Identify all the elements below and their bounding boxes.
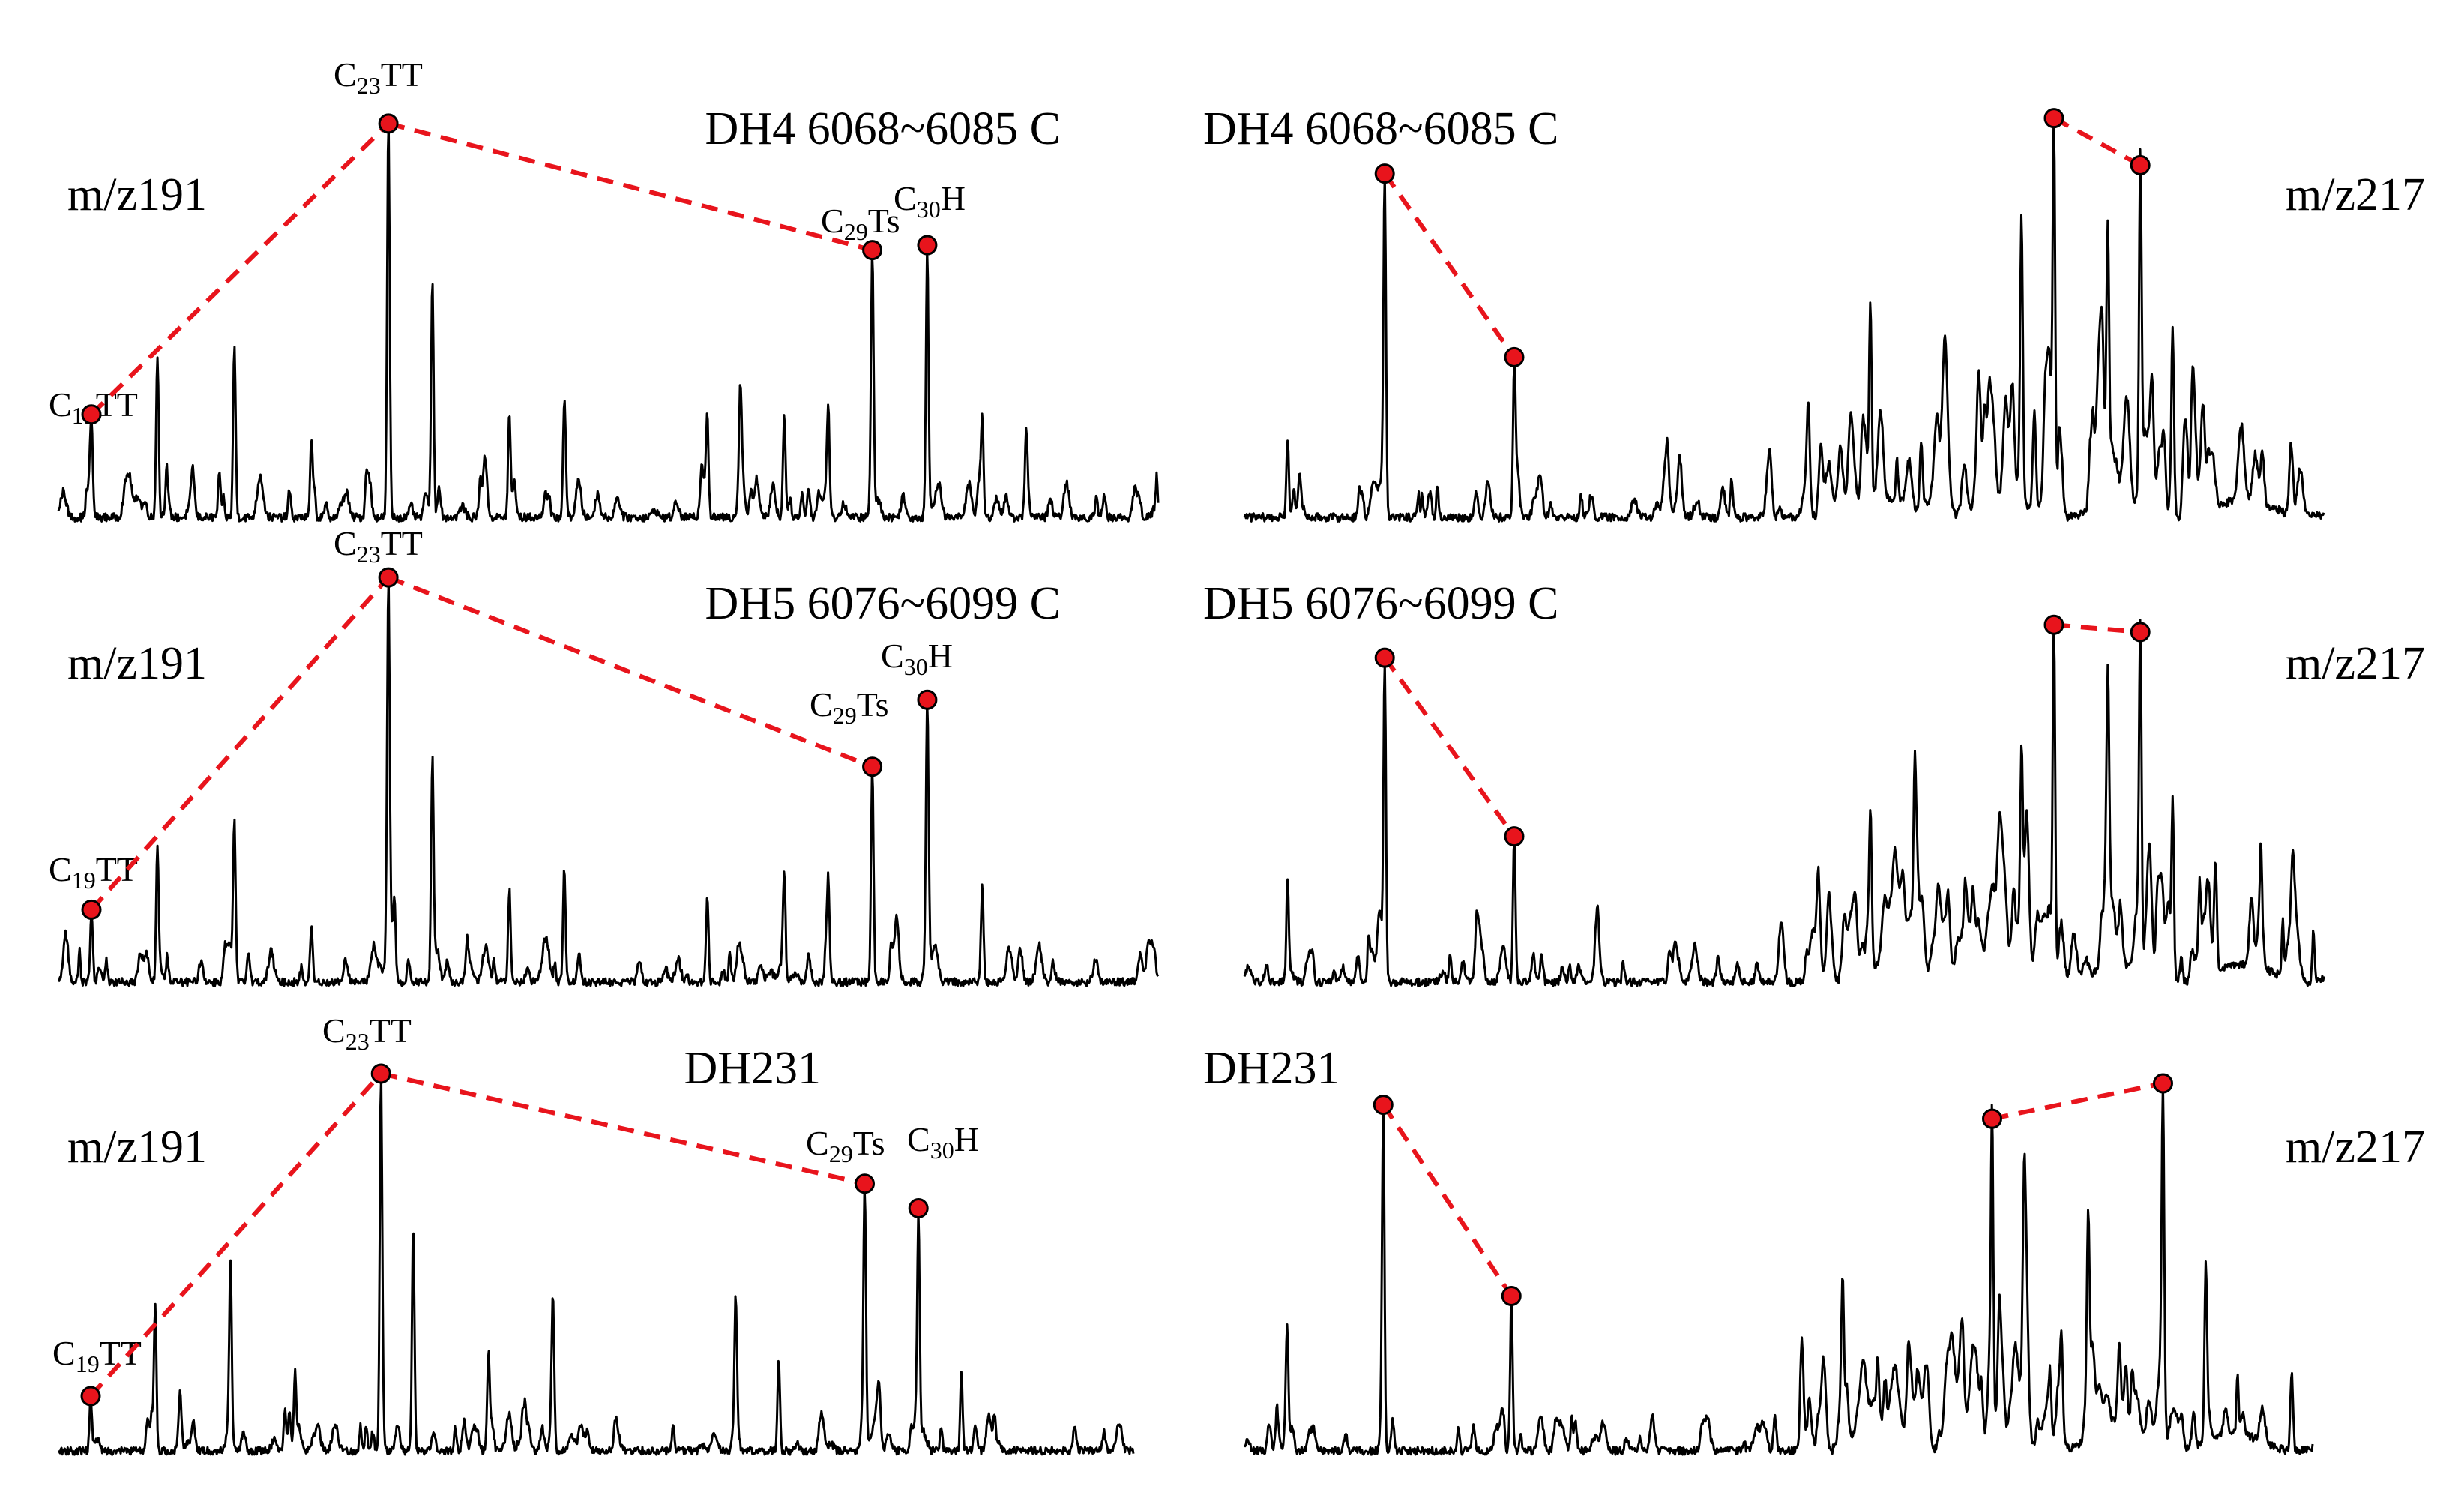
peak-markers [81, 113, 938, 425]
chromatogram-trace [57, 122, 1160, 523]
peak-marker-peak-1 [1501, 1286, 1522, 1307]
trace-line [1243, 619, 2325, 987]
peak-link-dashed [88, 1071, 383, 1398]
peak-marker-peak-0 [1374, 163, 1395, 184]
peak-marker-c23tt [378, 113, 399, 134]
peak-label-c29ts: C29Ts [806, 1124, 885, 1167]
peak-marker-peak-0 [1373, 1095, 1394, 1116]
peak-label-c30h: C30H [881, 637, 953, 680]
peak-marker-peak-3 [2130, 154, 2151, 175]
peak-marker-peak-1 [1504, 826, 1525, 847]
peak-label-c23tt: C23TT [334, 55, 423, 99]
panel-title: DH231 [1203, 1043, 1340, 1094]
peak-marker-c30h [908, 1197, 929, 1218]
peak-links [89, 121, 873, 416]
peak-markers [1374, 108, 2151, 367]
panel-dh4-mz217: DH4 6068~6085 C m/z217 [1203, 103, 2425, 523]
peak-link-dashed [89, 576, 391, 912]
peak-link-dashed [1991, 1081, 2164, 1122]
peak-marker-peak-3 [2130, 622, 2151, 643]
peak-link-dashed [1382, 172, 1516, 359]
peak-label-c23tt: C23TT [334, 524, 423, 568]
peak-marker-c19tt [81, 404, 102, 425]
peak-link-dashed [1382, 656, 1516, 838]
ion-label: m/z217 [2286, 638, 2425, 689]
ion-label: m/z217 [2286, 169, 2425, 220]
peak-link-dashed [1381, 1103, 1513, 1298]
peak-marker-peak-0 [1374, 647, 1395, 668]
peak-label-c30h: C30H [894, 179, 966, 223]
peak-links [1382, 116, 2142, 359]
chromatogram-trace [1243, 1081, 2314, 1456]
ion-label: m/z191 [67, 638, 207, 689]
peak-marker-c29ts [862, 240, 883, 261]
peak-link-dashed [380, 1071, 866, 1186]
peak-label-c30h: C30H [907, 1120, 979, 1164]
panel-title: DH4 6068~6085 C [705, 103, 1061, 154]
panel-title: DH4 6068~6085 C [1203, 103, 1558, 154]
peak-marker-peak-1 [1504, 346, 1525, 367]
trace-line [1243, 115, 2325, 523]
peak-marker-c23tt [370, 1063, 391, 1084]
chromatogram-trace [1243, 115, 2325, 523]
peak-links [89, 575, 873, 912]
peak-label-c23tt: C23TT [322, 1011, 412, 1055]
peak-marker-c19tt [80, 1386, 101, 1407]
peak-links [1381, 1081, 2164, 1298]
ion-label: m/z217 [2286, 1122, 2425, 1173]
chromatogram-trace [58, 1075, 1135, 1456]
peak-link-dashed [388, 575, 873, 769]
trace-line [57, 122, 1160, 523]
chromatogram-trace [58, 577, 1160, 987]
peak-label-c29ts: C29Ts [810, 685, 888, 729]
trace-line [58, 1075, 1135, 1456]
peak-marker-c29ts [855, 1173, 875, 1194]
panel-dh4-mz191: DH4 6068~6085 C m/z191 C19TT C23TT C29Ts… [49, 55, 1160, 523]
panel-title: DH5 6076~6099 C [705, 578, 1061, 629]
peak-links [88, 1071, 866, 1398]
peak-marker-c29ts [862, 756, 883, 777]
peak-markers [81, 567, 938, 920]
trace-line [1243, 1081, 2314, 1456]
trace-line [58, 577, 1160, 987]
panel-title: DH5 6076~6099 C [1203, 578, 1558, 629]
panel-dh5-mz217: DH5 6076~6099 C m/z217 [1203, 578, 2425, 987]
peak-link-dashed [89, 121, 391, 416]
peak-marker-peak-2 [1982, 1108, 2002, 1129]
chromatogram-trace [1243, 619, 2325, 987]
peak-link-dashed [2053, 622, 2141, 634]
ion-label: m/z191 [67, 169, 207, 220]
panel-title: DH231 [684, 1043, 821, 1094]
panel-dh5-mz191: DH5 6076~6099 C m/z191 C19TT C23TT C29Ts… [49, 524, 1160, 987]
peak-label-c19tt: C19TT [49, 850, 138, 894]
peak-marker-peak-2 [2043, 614, 2064, 635]
peak-links [1382, 622, 2141, 838]
peak-marker-peak-2 [2043, 108, 2064, 129]
peak-marker-c19tt [81, 899, 102, 920]
peak-marker-c30h [917, 689, 938, 710]
peak-marker-peak-3 [2153, 1073, 2173, 1094]
peak-link-dashed [388, 121, 873, 253]
peak-markers [1373, 1073, 2173, 1307]
peak-marker-c30h [917, 235, 938, 256]
peak-marker-c23tt [378, 567, 399, 588]
peak-link-dashed [2052, 116, 2142, 168]
panel-dh231-mz217: DH231 m/z217 [1203, 1043, 2425, 1456]
peak-markers [80, 1063, 929, 1407]
panel-dh231-mz191: DH231 m/z191 C19TT C23TT C29Ts C30H [52, 1011, 1135, 1456]
peak-markers [1374, 614, 2151, 847]
ion-label: m/z191 [67, 1122, 207, 1173]
